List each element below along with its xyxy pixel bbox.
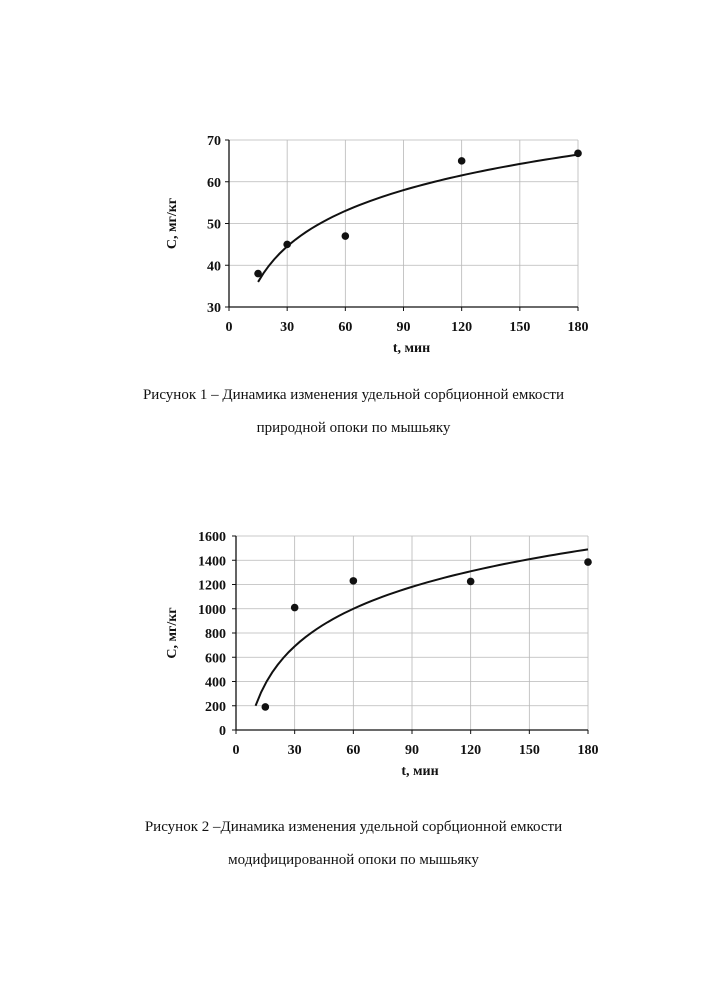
y-tick-label: 800 bbox=[205, 627, 226, 642]
logarithmic-trendline bbox=[256, 549, 588, 705]
y-tick-label: 1400 bbox=[198, 554, 226, 569]
y-tick-label: 70 bbox=[207, 134, 221, 149]
x-tick-label: 120 bbox=[451, 320, 472, 335]
figure-2-caption-line-1: Рисунок 2 –Динамика изменения удельной с… bbox=[0, 816, 707, 838]
data-point bbox=[342, 232, 350, 240]
y-tick-label: 1600 bbox=[198, 530, 226, 545]
figure-1-caption-line-1: Рисунок 1 – Динамика изменения удельной … bbox=[0, 384, 707, 406]
data-point bbox=[283, 241, 291, 249]
x-tick-label: 150 bbox=[519, 743, 540, 758]
y-tick-label: 1200 bbox=[198, 579, 226, 594]
y-axis-label: С, мг/кг bbox=[165, 607, 180, 658]
figure-2-caption-line-2: модифицированной опоки по мышьяку bbox=[0, 849, 707, 871]
x-tick-label: 90 bbox=[397, 320, 411, 335]
data-point bbox=[574, 150, 582, 158]
x-tick-label: 0 bbox=[226, 320, 233, 335]
data-point bbox=[350, 577, 358, 585]
y-axis-label: С, мг/кг bbox=[165, 198, 180, 249]
x-tick-label: 180 bbox=[568, 320, 589, 335]
y-tick-label: 0 bbox=[219, 724, 226, 739]
logarithmic-trendline bbox=[258, 155, 578, 282]
y-tick-label: 50 bbox=[207, 218, 221, 233]
chart-1-natural-opoka: 0 30 60 90 120 150 180 30 40 50 60 70 t, мин С, мг/кг bbox=[165, 134, 589, 356]
data-point bbox=[254, 270, 262, 278]
x-tick-label: 150 bbox=[509, 320, 530, 335]
y-tick-label: 1000 bbox=[198, 603, 226, 618]
x-axis-label: t, мин bbox=[393, 341, 430, 356]
y-tick-label: 600 bbox=[205, 651, 226, 666]
data-point bbox=[458, 157, 466, 165]
y-tick-label: 400 bbox=[205, 676, 226, 691]
data-point bbox=[467, 578, 475, 586]
figure-1-caption: Рисунок 1 – Динамика изменения удельной … bbox=[0, 384, 707, 439]
x-tick-label: 30 bbox=[288, 743, 302, 758]
figure-1-caption-line-2: природной опоки по мышьяку bbox=[0, 417, 707, 439]
x-tick-label: 30 bbox=[280, 320, 294, 335]
x-tick-label: 180 bbox=[578, 743, 599, 758]
y-tick-label: 30 bbox=[207, 301, 221, 316]
x-tick-label: 0 bbox=[233, 743, 240, 758]
data-point bbox=[262, 703, 270, 711]
x-tick-label: 60 bbox=[338, 320, 352, 335]
x-axis-label: t, мин bbox=[401, 764, 438, 779]
chart-2-modified-opoka: 0 30 60 90 120 150 180 0 200 400 600 800 1000 1200 140… bbox=[165, 530, 599, 779]
y-tick-label: 40 bbox=[207, 259, 221, 274]
x-tick-label: 60 bbox=[346, 743, 360, 758]
x-tick-label: 90 bbox=[405, 743, 419, 758]
x-tick-label: 120 bbox=[460, 743, 481, 758]
y-tick-label: 200 bbox=[205, 700, 226, 715]
data-point bbox=[291, 604, 299, 612]
y-tick-label: 60 bbox=[207, 176, 221, 191]
data-point bbox=[584, 558, 592, 566]
figure-2-caption: Рисунок 2 –Динамика изменения удельной с… bbox=[0, 816, 707, 871]
